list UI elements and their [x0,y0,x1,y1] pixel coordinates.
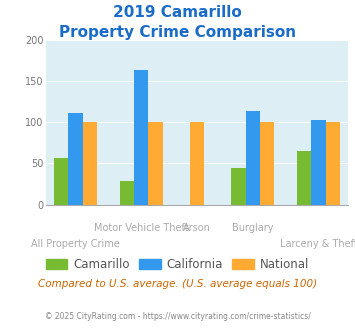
Bar [311,120,326,205]
Bar [120,181,134,205]
Text: 2019 Camarillo: 2019 Camarillo [113,5,242,20]
Bar [326,122,340,205]
Text: Motor Vehicle Theft: Motor Vehicle Theft [94,223,189,233]
Bar [190,122,204,205]
Text: Burglary: Burglary [232,223,274,233]
Bar [148,122,163,205]
Text: Property Crime Comparison: Property Crime Comparison [59,25,296,40]
Text: All Property Crime: All Property Crime [31,239,120,249]
Text: © 2025 CityRating.com - https://www.cityrating.com/crime-statistics/: © 2025 CityRating.com - https://www.city… [45,312,310,321]
Bar [134,70,148,205]
Text: Compared to U.S. average. (U.S. average equals 100): Compared to U.S. average. (U.S. average … [38,279,317,289]
Bar [69,113,83,205]
Bar [54,157,69,205]
Bar [297,151,311,205]
Legend: Camarillo, California, National: Camarillo, California, National [42,253,313,276]
Bar [83,122,97,205]
Text: Arson: Arson [183,223,211,233]
Bar [260,122,274,205]
Bar [246,111,260,205]
Bar [231,168,246,205]
Text: Larceny & Theft: Larceny & Theft [279,239,355,249]
